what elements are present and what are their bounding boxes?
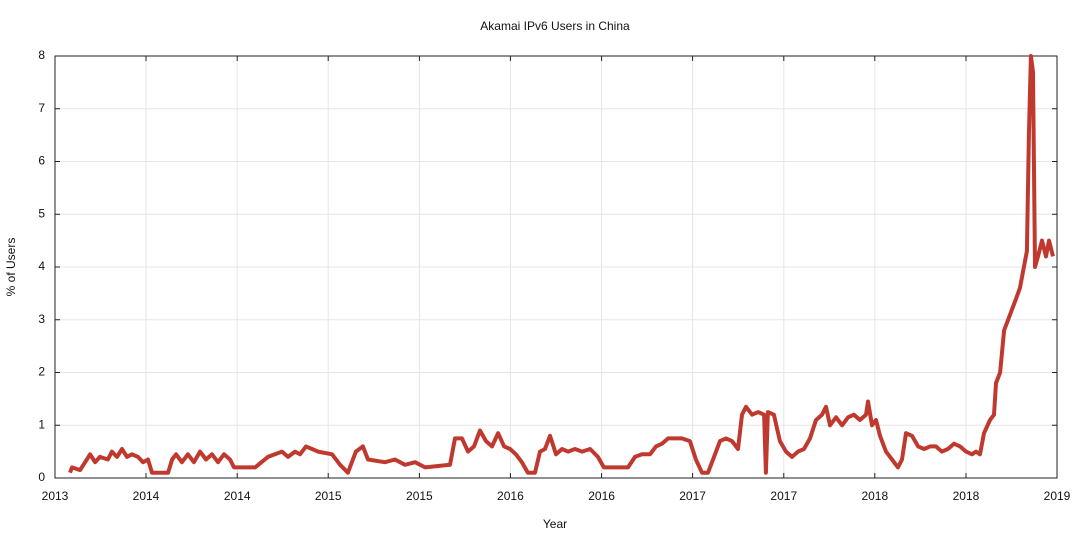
y-tick-label: 7 xyxy=(38,101,45,115)
y-tick-label: 4 xyxy=(38,259,45,273)
x-tick-label: 2018 xyxy=(953,489,980,503)
y-tick-label: 8 xyxy=(38,48,45,62)
y-tick-label: 0 xyxy=(38,470,45,484)
data-line xyxy=(68,54,1055,475)
x-tick-label: 2015 xyxy=(406,489,433,503)
x-tick-label: 2014 xyxy=(133,489,160,503)
plot-frame xyxy=(54,55,1058,479)
y-tick-label: 3 xyxy=(38,312,45,326)
x-tick-label: 2015 xyxy=(315,489,342,503)
x-tick-label: 2014 xyxy=(224,489,251,503)
y-axis-label: % of Users xyxy=(4,238,18,297)
x-tick-label: 2019 xyxy=(1044,489,1071,503)
chart-title: Akamai IPv6 Users in China xyxy=(480,19,630,33)
x-tick-label: 2017 xyxy=(679,489,706,503)
y-tick-label: 1 xyxy=(38,417,45,431)
y-tick-label: 5 xyxy=(38,206,45,220)
x-tick-label: 2016 xyxy=(588,489,615,503)
y-tick-label: 6 xyxy=(38,154,45,168)
x-tick-label: 2017 xyxy=(770,489,797,503)
y-tick-label: 2 xyxy=(38,365,45,379)
x-tick-label: 2018 xyxy=(861,489,888,503)
x-tick-label: 2016 xyxy=(497,489,524,503)
x-axis-label: Year xyxy=(543,517,567,531)
x-tick-label: 2013 xyxy=(42,489,69,503)
